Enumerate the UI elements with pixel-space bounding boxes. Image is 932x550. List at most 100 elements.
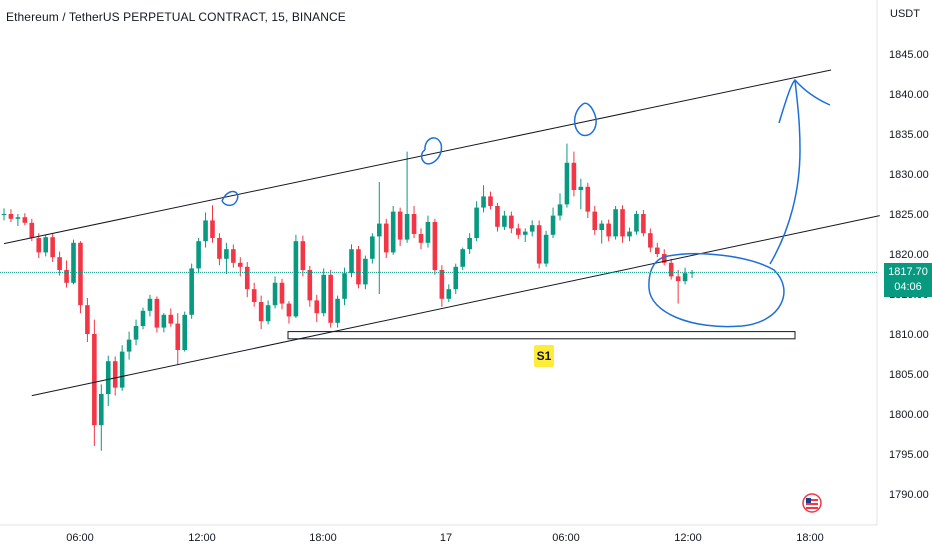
candle-body bbox=[613, 209, 618, 237]
candle bbox=[543, 230, 549, 267]
candle-body bbox=[474, 207, 479, 238]
support-zone-s1[interactable] bbox=[287, 331, 796, 340]
x-tick-label: 06:00 bbox=[66, 532, 94, 544]
candle bbox=[516, 223, 521, 239]
candle bbox=[467, 233, 472, 254]
candle bbox=[210, 205, 215, 243]
y-tick-label: 1845.00 bbox=[889, 49, 929, 61]
candle bbox=[550, 207, 556, 238]
drawing-arrow-path bbox=[769, 79, 801, 265]
trend-channel[interactable] bbox=[3, 69, 880, 397]
channel-upper-line bbox=[3, 69, 832, 245]
candle-body bbox=[251, 289, 257, 302]
candle bbox=[411, 206, 417, 238]
candle-body bbox=[78, 242, 83, 306]
candle-body bbox=[22, 217, 28, 223]
candle bbox=[15, 214, 21, 226]
candle-body bbox=[446, 289, 452, 299]
candle-body bbox=[634, 214, 639, 232]
candle bbox=[634, 210, 639, 235]
candle bbox=[43, 234, 48, 257]
candle bbox=[439, 265, 445, 307]
candle-body bbox=[300, 241, 306, 270]
drawing-circle-1 bbox=[221, 190, 239, 207]
candle-body bbox=[105, 361, 111, 394]
drawing-circle-3 bbox=[573, 102, 597, 137]
candle bbox=[377, 182, 382, 294]
candle-body bbox=[571, 162, 577, 190]
candle bbox=[85, 298, 90, 342]
candle-body bbox=[675, 276, 681, 282]
candle bbox=[390, 206, 396, 255]
candle-body bbox=[661, 254, 667, 263]
candle-body bbox=[578, 186, 584, 190]
candle-body bbox=[244, 266, 250, 290]
candle bbox=[627, 227, 632, 242]
candle bbox=[71, 239, 76, 285]
candle-body bbox=[15, 217, 21, 219]
candle-body bbox=[307, 270, 313, 301]
candle bbox=[99, 384, 104, 451]
candle bbox=[564, 143, 570, 208]
candle bbox=[641, 210, 646, 237]
chart-title: Ethereum / TetherUS PERPETUAL CONTRACT, … bbox=[6, 10, 346, 24]
candle-body bbox=[321, 274, 326, 314]
y-tick-label: 1835.00 bbox=[889, 129, 929, 141]
candle-body bbox=[682, 273, 688, 282]
candle-body bbox=[71, 242, 76, 283]
candle-body bbox=[550, 215, 556, 235]
drawing-circle-2 bbox=[420, 137, 443, 165]
y-tick-label: 1840.00 bbox=[889, 89, 929, 101]
candle bbox=[655, 242, 660, 258]
candle-body bbox=[189, 268, 194, 315]
candle bbox=[224, 242, 229, 274]
candle bbox=[321, 268, 326, 317]
y-tick-label: 1820.00 bbox=[889, 249, 929, 261]
candle-body bbox=[238, 262, 243, 267]
candle-body bbox=[293, 241, 299, 317]
candle bbox=[349, 244, 354, 278]
candle bbox=[460, 247, 465, 270]
candle bbox=[397, 207, 403, 246]
candle-body bbox=[43, 237, 48, 253]
y-tick-label: 1800.00 bbox=[889, 409, 929, 421]
candle bbox=[78, 241, 83, 314]
x-tick-label: 12:00 bbox=[188, 532, 216, 544]
candle-body bbox=[224, 249, 229, 259]
candle bbox=[231, 244, 236, 268]
candle-body bbox=[92, 334, 97, 426]
candle-body bbox=[404, 214, 410, 240]
candle bbox=[404, 151, 410, 243]
candle-body bbox=[668, 262, 674, 277]
candle-body bbox=[258, 302, 264, 322]
candle bbox=[119, 345, 125, 391]
candle-body bbox=[648, 233, 653, 248]
candle-body bbox=[119, 351, 125, 388]
candle-body bbox=[50, 237, 55, 258]
candle-body bbox=[99, 394, 104, 426]
last-price-value: 1817.70 bbox=[888, 266, 928, 278]
candle-body bbox=[8, 214, 14, 219]
channel-lower-line bbox=[31, 215, 880, 397]
candle-body bbox=[147, 298, 153, 311]
flag-badge[interactable] bbox=[802, 493, 822, 513]
y-tick-label: 1810.00 bbox=[889, 329, 929, 341]
candle bbox=[293, 234, 299, 318]
candle-body bbox=[356, 249, 361, 285]
candle-body bbox=[529, 225, 535, 232]
x-tick-label: 06:00 bbox=[552, 532, 580, 544]
candle bbox=[147, 294, 153, 317]
candle bbox=[370, 233, 375, 264]
candle bbox=[238, 257, 243, 277]
candle bbox=[279, 278, 285, 310]
candle-body bbox=[279, 282, 285, 304]
candle bbox=[363, 255, 368, 290]
candle bbox=[675, 270, 681, 304]
candle-body bbox=[314, 300, 320, 314]
x-axis: 06:00 12:00 18:00 17 06:00 12:00 18:00 bbox=[66, 532, 824, 544]
hand-drawings[interactable] bbox=[221, 78, 831, 328]
candle bbox=[495, 202, 500, 232]
candle-body bbox=[112, 361, 118, 388]
candle bbox=[64, 260, 69, 288]
